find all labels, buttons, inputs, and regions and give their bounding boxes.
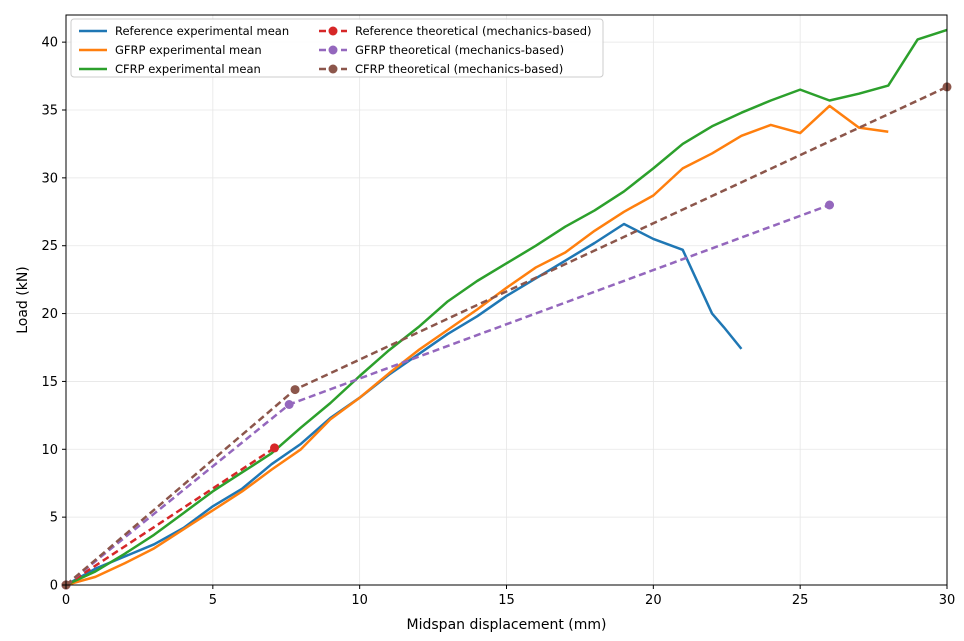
series-2 [65, 28, 948, 587]
legend: Reference experimental mean GFRP experime… [70, 18, 604, 78]
y-tick-label-6: 30 [41, 171, 58, 186]
x-tick-label-5: 25 [792, 593, 809, 608]
series-5-point-1 [290, 385, 300, 395]
legend-label-1: GFRP experimental mean [115, 43, 262, 57]
x-axis-title: Midspan displacement (mm) [407, 617, 607, 633]
legend-label-3: Reference theoretical (mechanics-based) [355, 24, 592, 38]
y-tick-label-5: 25 [41, 239, 58, 254]
legend-label-5: CFRP theoretical (mechanics-based) [355, 62, 563, 76]
y-tick-label-4: 20 [41, 307, 58, 322]
x-tick-label-1: 5 [209, 593, 217, 608]
series-line-2 [65, 28, 948, 587]
y-tick-label-3: 15 [41, 375, 58, 390]
y-tick-label-0: 0 [50, 579, 58, 594]
series-4-point-2 [825, 200, 835, 210]
x-tick-label-0: 0 [62, 593, 70, 608]
legend-label-4: GFRP theoretical (mechanics-based) [355, 43, 564, 57]
legend-marker-4 [328, 45, 338, 55]
y-axis-title: Load (kN) [15, 266, 31, 334]
legend-label-2: CFRP experimental mean [115, 62, 261, 76]
series-layer [61, 28, 952, 590]
x-tick-label-3: 15 [498, 593, 515, 608]
x-tick-label-6: 30 [939, 593, 956, 608]
legend-marker-3 [328, 26, 338, 36]
series-4-point-1 [284, 400, 294, 409]
series-1 [65, 104, 889, 587]
legend-label-0: Reference experimental mean [115, 24, 289, 38]
y-tick-label-7: 35 [41, 104, 58, 119]
series-3-point-1 [270, 443, 280, 453]
y-tick-label-2: 10 [41, 443, 58, 458]
legend-marker-5 [328, 64, 338, 74]
y-tick-label-8: 40 [41, 36, 58, 51]
series-line-1 [65, 104, 889, 587]
y-tick-label-1: 5 [50, 511, 58, 526]
x-tick-label-4: 20 [645, 593, 662, 608]
series-line-3 [65, 446, 276, 587]
axis-ticks: 0 5 10 15 20 25 30 0 5 10 15 20 25 30 35 40 [41, 36, 955, 608]
x-tick-label-2: 10 [351, 593, 368, 608]
